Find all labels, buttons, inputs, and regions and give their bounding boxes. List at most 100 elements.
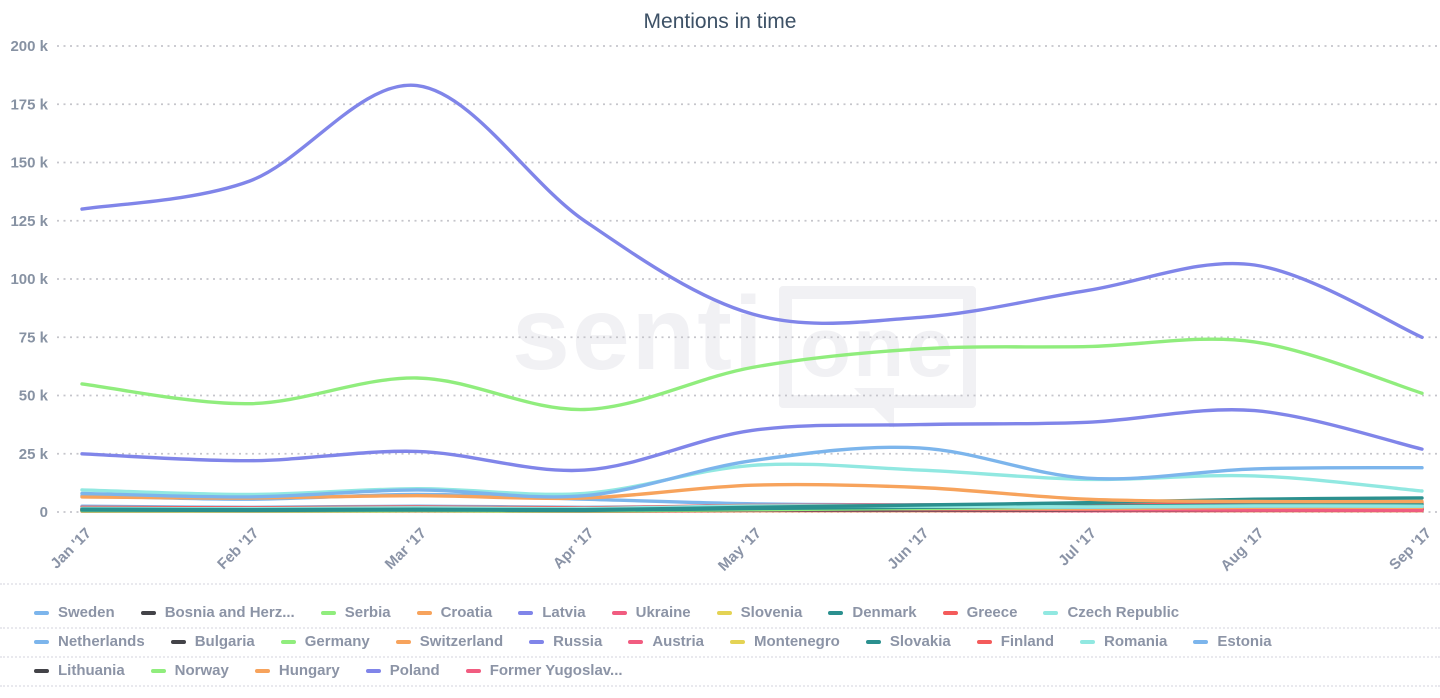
- legend-color-dash-icon: [1043, 610, 1059, 615]
- legend-label: Russia: [553, 633, 603, 650]
- legend-color-dash-icon: [518, 610, 534, 615]
- legend-label: Czech Republic: [1067, 604, 1180, 621]
- series-line-sweden: [80, 445, 1424, 499]
- legend-item-ukraine[interactable]: Ukraine: [611, 604, 691, 621]
- legend-item-norway[interactable]: Norway: [150, 662, 229, 679]
- legend-item-switzerland[interactable]: Switzerland: [395, 633, 503, 650]
- legend-color-dash-icon: [34, 639, 49, 644]
- legend-item-czech-republic[interactable]: Czech Republic: [1043, 604, 1179, 621]
- x-axis-label: Sep '17: [1386, 525, 1435, 574]
- legend-label: Netherlands: [58, 633, 145, 650]
- legend-color-dash-icon: [254, 668, 270, 673]
- legend-item-estonia[interactable]: Estonia: [1193, 633, 1272, 650]
- legend-label: Denmark: [852, 604, 917, 621]
- legend-item-latvia[interactable]: Latvia: [518, 604, 586, 621]
- legend-color-dash-icon: [170, 639, 186, 644]
- legend-label: Bulgaria: [194, 633, 255, 650]
- dotted-separator: [0, 656, 1440, 658]
- legend-label: Germany: [304, 633, 370, 650]
- legend-label: Slovakia: [889, 633, 951, 650]
- legend-color-dash-icon: [395, 639, 411, 644]
- legend-label: Hungary: [278, 662, 340, 679]
- legend-label: Austria: [652, 633, 705, 650]
- watermark-bubble-tail: [854, 388, 894, 428]
- legend-item-bulgaria[interactable]: Bulgaria: [170, 633, 255, 650]
- legend-label: Ukraine: [635, 604, 691, 621]
- x-axis-label: Feb '17: [214, 525, 262, 573]
- legend-label: Lithuania: [58, 662, 125, 679]
- legend-color-dash-icon: [320, 610, 336, 615]
- legend-color-dash-icon: [976, 639, 992, 644]
- line-chart: Mentions in time 0 25 k 50 k 75 k 100 k 125 k 1…: [10, 10, 1437, 575]
- legend-item-croatia[interactable]: Croatia: [416, 604, 493, 621]
- y-axis-label: 50 k: [19, 388, 49, 405]
- x-axis-label: May '17: [715, 525, 765, 575]
- legend-color-dash-icon: [465, 668, 481, 673]
- legend-color-dash-icon: [865, 639, 881, 644]
- legend-color-dash-icon: [942, 610, 958, 615]
- legend-item-sweden[interactable]: Sweden: [34, 604, 115, 621]
- legend-color-dash-icon: [628, 639, 644, 644]
- legend-label: Croatia: [440, 604, 493, 621]
- legend-item-austria[interactable]: Austria: [628, 633, 704, 650]
- legend-label: Former Yugoslav...: [489, 662, 623, 679]
- legend-item-denmark[interactable]: Denmark: [828, 604, 917, 621]
- legend-item-greece[interactable]: Greece: [942, 604, 1018, 621]
- legend-label: Slovenia: [740, 604, 803, 621]
- series-line-russia: [80, 408, 1424, 473]
- legend-color-dash-icon: [365, 668, 381, 673]
- legend-item-slovakia[interactable]: Slovakia: [865, 633, 951, 650]
- legend-color-dash-icon: [416, 610, 432, 615]
- legend-item-former-yugoslav[interactable]: Former Yugoslav...: [465, 662, 623, 679]
- legend-item-russia[interactable]: Russia: [529, 633, 602, 650]
- legend-color-dash-icon: [34, 668, 49, 673]
- legend-color-dash-icon: [828, 610, 844, 615]
- legend-label: Estonia: [1217, 633, 1272, 650]
- legend-item-finland[interactable]: Finland: [976, 633, 1054, 650]
- x-axis-label: Jun '17: [884, 525, 932, 573]
- legend-label: Greece: [966, 604, 1018, 621]
- series-line-germany: [80, 337, 1424, 412]
- dotted-separator: [0, 627, 1440, 629]
- legend-item-hungary[interactable]: Hungary: [254, 662, 340, 679]
- y-axis-label: 125 k: [10, 213, 48, 230]
- legend-color-dash-icon: [280, 639, 296, 644]
- dotted-separator: [0, 583, 1440, 585]
- x-axis-label: Apr '17: [550, 525, 598, 573]
- chart-title: Mentions in time: [644, 10, 797, 33]
- series-line-poland: [80, 83, 1424, 339]
- legend-label: Poland: [389, 662, 440, 679]
- x-axis-label: Jul '17: [1055, 525, 1100, 570]
- legend-item-romania[interactable]: Romania: [1080, 633, 1167, 650]
- series-line-czech-republic: [80, 462, 1424, 497]
- legend-label: Bosnia and Herz...: [164, 604, 295, 621]
- x-axis-label: Jan '17: [47, 525, 95, 573]
- legend-item-netherlands[interactable]: Netherlands: [34, 633, 145, 650]
- legend-label: Serbia: [344, 604, 391, 621]
- legend-item-bosnia-and-herz[interactable]: Bosnia and Herz...: [140, 604, 295, 621]
- legend-item-lithuania[interactable]: Lithuania: [34, 662, 125, 679]
- series-line-switzerland: [80, 482, 1424, 504]
- legend-color-dash-icon: [1193, 639, 1209, 644]
- y-axis-label: 175 k: [10, 96, 48, 113]
- legend-item-poland[interactable]: Poland: [365, 662, 440, 679]
- legend-color-dash-icon: [1080, 639, 1096, 644]
- legend-color-dash-icon: [150, 668, 166, 673]
- legend-row-1: Sweden Bosnia and Herz... Serbia Croatia Lat…: [34, 598, 1424, 627]
- legend-item-montenegro[interactable]: Montenegro: [730, 633, 840, 650]
- dotted-separator: [0, 685, 1440, 687]
- legend-item-slovenia[interactable]: Slovenia: [716, 604, 803, 621]
- legend-color-dash-icon: [730, 639, 746, 644]
- legend-row-3: Lithuania Norway Hungary Poland Former Yugos…: [34, 656, 1424, 685]
- watermark-text-senti: senti: [512, 276, 765, 392]
- y-axis-label: 200 k: [10, 38, 48, 55]
- y-axis-label: 0: [40, 504, 48, 521]
- y-axis-label: 150 k: [10, 155, 48, 172]
- legend-color-dash-icon: [140, 610, 156, 615]
- x-axis-label: Aug '17: [1217, 525, 1267, 575]
- legend-label: Montenegro: [754, 633, 840, 650]
- legend-color-dash-icon: [529, 639, 545, 644]
- legend-item-germany[interactable]: Germany: [280, 633, 370, 650]
- legend-item-serbia[interactable]: Serbia: [320, 604, 391, 621]
- legend-label: Norway: [174, 662, 229, 679]
